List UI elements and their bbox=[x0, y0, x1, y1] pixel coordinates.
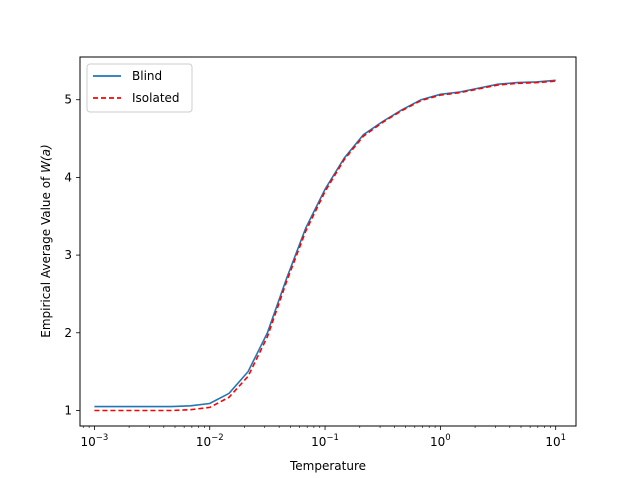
x-tick-label-base: 10 bbox=[545, 435, 560, 449]
y-tick-label: 5 bbox=[64, 93, 72, 107]
x-tick-label: 100 bbox=[430, 433, 451, 449]
x-tick-label-base: 10 bbox=[430, 435, 445, 449]
y-axis-label-math: W(a) bbox=[39, 144, 53, 173]
x-tick-label-exponent: −3 bbox=[96, 433, 109, 443]
legend-label-blind: Blind bbox=[132, 69, 162, 83]
legend-label-isolated: Isolated bbox=[132, 91, 180, 105]
x-tick-label-base: 10 bbox=[196, 435, 211, 449]
x-tick-label-exponent: 0 bbox=[445, 433, 450, 443]
y-tick-label: 4 bbox=[64, 170, 72, 184]
y-axis-label: Empirical Average Value of W(a) bbox=[39, 144, 53, 337]
x-tick-label-base: 10 bbox=[311, 435, 326, 449]
y-tick-label: 3 bbox=[64, 248, 72, 262]
x-tick-label: 10−1 bbox=[311, 433, 339, 449]
series-lines bbox=[94, 79, 556, 412]
x-tick-label: 101 bbox=[545, 433, 566, 449]
y-tick-label: 1 bbox=[64, 403, 72, 417]
series-line-isolated bbox=[94, 80, 556, 412]
x-tick-label: 10−2 bbox=[196, 433, 224, 449]
x-tick-label-exponent: −1 bbox=[326, 433, 339, 443]
x-axis-label: Temperature bbox=[289, 459, 366, 473]
x-tick-label-exponent: 1 bbox=[561, 433, 566, 443]
x-tick-label: 10−3 bbox=[81, 433, 109, 449]
series-line-blind bbox=[94, 79, 556, 408]
plot-frame bbox=[79, 56, 577, 427]
y-axis-label-prefix: Empirical Average Value of bbox=[39, 173, 53, 338]
x-tick-label-base: 10 bbox=[81, 435, 96, 449]
legend: Blind Isolated bbox=[86, 63, 193, 113]
x-tick-label-exponent: −2 bbox=[211, 433, 224, 443]
y-tick-label: 2 bbox=[64, 326, 72, 340]
